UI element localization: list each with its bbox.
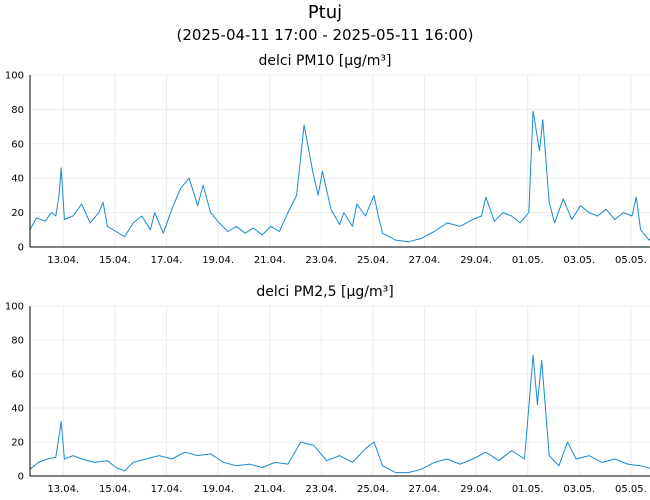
pm25-x-tick-label: 05.05. xyxy=(615,484,647,495)
pm25-x-tick-label: 21.04. xyxy=(254,484,286,495)
pm25-x-tick-label: 15.04. xyxy=(99,484,131,495)
pm10-chart: delci PM10 [µg/m³] 0 20 40 60 80 100 13.04. 15.0… xyxy=(5,53,650,266)
pm25-x-tick-label: 27.04. xyxy=(409,484,441,495)
pm10-y-tick-label: 100 xyxy=(5,71,24,82)
pm25-series-line xyxy=(29,354,650,474)
pm10-chart-title: delci PM10 [µg/m³] xyxy=(259,53,392,69)
pm25-x-tick-label: 25.04. xyxy=(357,484,389,495)
pm10-y-tick-label: 60 xyxy=(11,139,24,150)
pm25-chart-title: delci PM2,5 [µg/m³] xyxy=(256,284,393,300)
pm25-x-tick-label: 19.04. xyxy=(202,484,234,495)
pm25-y-tick-label: 40 xyxy=(11,404,24,415)
date-range-subtitle: (2025-04-11 17:00 - 2025-05-11 16:00) xyxy=(176,26,474,44)
pm10-x-tick-label: 15.04. xyxy=(99,255,131,266)
pm10-x-tick-label: 01.05. xyxy=(512,255,544,266)
pm25-x-tick-label: 29.04. xyxy=(460,484,492,495)
pm10-x-tick-label: 27.04. xyxy=(409,255,441,266)
pm25-x-tick-label: 13.04. xyxy=(47,484,79,495)
pm25-y-tick-label: 20 xyxy=(11,438,24,449)
pm10-y-tick-label: 20 xyxy=(11,208,24,219)
pm10-y-tick-label: 40 xyxy=(11,174,24,185)
pm10-x-tick-label: 19.04. xyxy=(202,255,234,266)
pm25-x-tick-label: 03.05. xyxy=(563,484,595,495)
pm10-x-tick-label: 03.05. xyxy=(563,255,595,266)
pm25-y-tick-label: 0 xyxy=(18,472,24,483)
pm25-y-tick-label: 60 xyxy=(11,370,24,381)
pm25-y-tick-label: 100 xyxy=(5,302,24,313)
pm10-y-tick-label: 80 xyxy=(11,105,24,116)
pm25-chart: delci PM2,5 [µg/m³] 0 20 40 60 80 100 13.04. 15.… xyxy=(5,284,650,495)
pm10-series-line xyxy=(29,110,650,243)
pm10-x-tick-label: 23.04. xyxy=(305,255,337,266)
pm10-y-tick-label: 0 xyxy=(18,243,24,254)
pm25-x-tick-label: 23.04. xyxy=(305,484,337,495)
pm25-x-tick-label: 01.05. xyxy=(512,484,544,495)
pm10-x-tick-label: 25.04. xyxy=(357,255,389,266)
pm10-x-tick-label: 17.04. xyxy=(151,255,183,266)
pm25-x-tick-label: 17.04. xyxy=(151,484,183,495)
page-title: Ptuj xyxy=(307,2,343,23)
pm10-x-tick-label: 21.04. xyxy=(254,255,286,266)
pm25-y-tick-label: 80 xyxy=(11,336,24,347)
pm10-x-tick-label: 29.04. xyxy=(460,255,492,266)
pm10-x-tick-label: 13.04. xyxy=(47,255,79,266)
pm10-x-tick-label: 05.05. xyxy=(615,255,647,266)
